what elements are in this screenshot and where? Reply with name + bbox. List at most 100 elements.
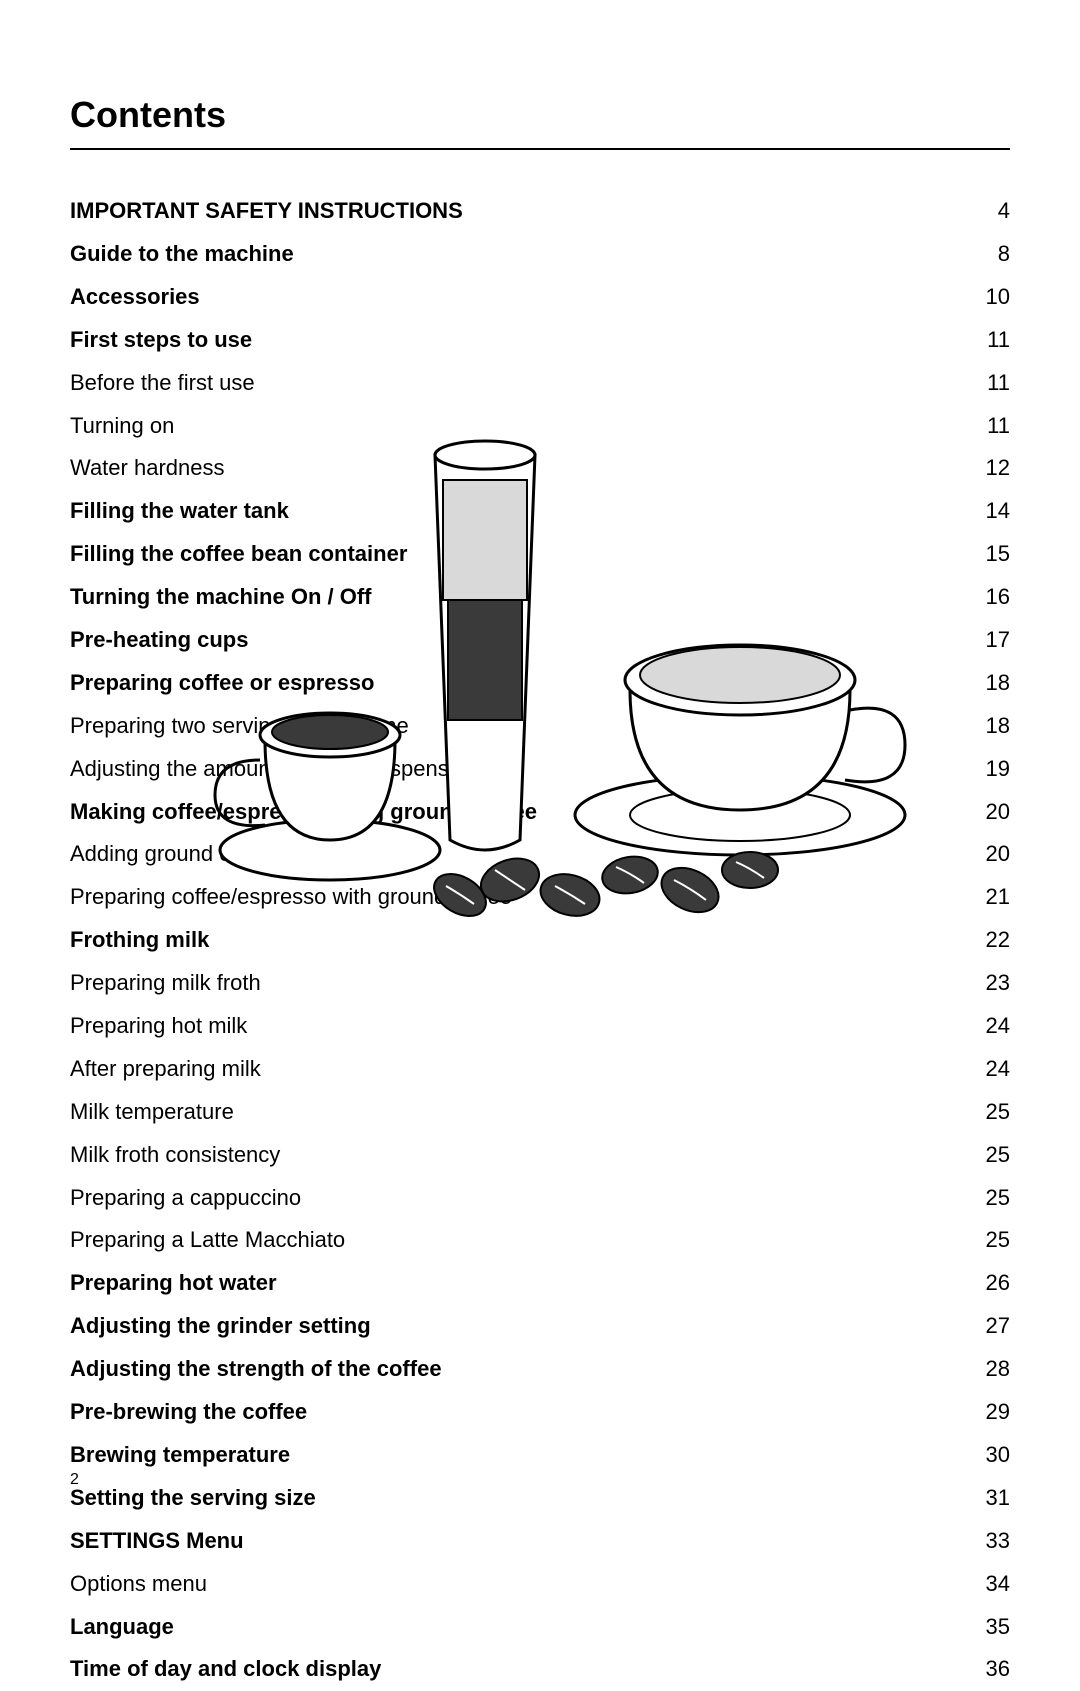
toc-page: 15 [980,533,1010,576]
dot-leader [413,539,974,561]
toc-row: Before the first use11 [70,362,1010,405]
toc-label: Adjusting the strength of the coffee [70,1348,442,1391]
dot-leader [267,968,974,990]
toc-row: Preparing hot water 26 [70,1262,1010,1305]
toc-row: Brewing temperature 30 [70,1434,1010,1477]
dot-leader [415,711,974,733]
toc-page: 29 [980,1391,1010,1434]
dot-leader [469,196,974,218]
toc-page: 30 [980,1434,1010,1477]
dot-leader [240,1097,974,1119]
toc-row: Time of day and clock display36 [70,1648,1010,1691]
toc-page: 11 [980,405,1010,448]
toc-label: Preparing a cappuccino [70,1177,301,1220]
toc-label: After preparing milk [70,1048,261,1091]
toc-page: 16 [980,576,1010,619]
toc-row: Adjusting the grinder setting 27 [70,1305,1010,1348]
toc-page: 20 [980,833,1010,876]
toc-row: Accessories10 [70,276,1010,319]
toc-page: 11 [980,319,1010,362]
toc-page: 33 [980,1520,1010,1563]
toc-label: Filling the water tank [70,490,289,533]
toc-label: Guide to the machine [70,233,294,276]
toc-row: Frothing milk 22 [70,919,1010,962]
toc-row: First steps to use11 [70,319,1010,362]
dot-leader [267,1054,974,1076]
dot-leader [380,668,974,690]
toc-label: Adding ground coffee [70,833,279,876]
toc-row: Preparing milk froth23 [70,962,1010,1005]
dot-leader [258,325,974,347]
toc-row: Language35 [70,1606,1010,1649]
toc-label: Time of day and clock display [70,1648,381,1691]
dot-leader [283,1268,974,1290]
toc-row: Preparing a Latte Macchiato25 [70,1219,1010,1262]
toc-row: Pre-heating cups 17 [70,619,1010,662]
toc-row: Pre-brewing the coffee29 [70,1391,1010,1434]
toc-label: Adjusting the amount of coffee dispensed [70,748,473,791]
toc-label: Milk temperature [70,1091,234,1134]
dot-leader [213,1569,974,1591]
toc-row: Turning on11 [70,405,1010,448]
toc-page: 24 [980,1005,1010,1048]
toc-page: 34 [980,1563,1010,1606]
dot-leader [300,239,974,261]
toc-row: Milk temperature 25 [70,1091,1010,1134]
dot-leader [387,1654,974,1676]
toc-label: Filling the coffee bean container [70,533,407,576]
toc-label: Before the first use [70,362,255,405]
toc-label: Preparing two servings at one time [70,705,409,748]
toc-label: Setting the serving size [70,1477,316,1520]
toc-row: Guide to the machine8 [70,233,1010,276]
toc-label: Pre-heating cups [70,619,248,662]
dot-leader [307,1183,974,1205]
dot-leader [285,839,974,861]
dot-leader [322,1483,974,1505]
dot-leader [351,1225,974,1247]
toc-page: 28 [980,1348,1010,1391]
toc-label: Preparing hot water [70,1262,277,1305]
dot-leader [253,1011,974,1033]
toc-row: Preparing coffee/espresso with ground co… [70,876,1010,919]
dot-leader [295,496,974,518]
toc-page: 19 [980,748,1010,791]
toc-label: Options menu [70,1563,207,1606]
toc-page: 22 [980,919,1010,962]
toc-page: 27 [980,1305,1010,1348]
toc-page: 25 [980,1091,1010,1134]
toc-list: IMPORTANT SAFETY INSTRUCTIONS4Guide to t… [70,190,1010,1691]
toc-label: Making coffee/espresso using ground coff… [70,791,537,834]
toc-page: 31 [980,1477,1010,1520]
dot-leader [254,625,974,647]
toc-page: 10 [980,276,1010,319]
toc-row: Setting the serving size 31 [70,1477,1010,1520]
toc-page: 18 [980,662,1010,705]
toc-label: Brewing temperature [70,1434,290,1477]
dot-leader [180,1612,974,1634]
toc-row: Preparing two servings at one time 18 [70,705,1010,748]
toc-row: Options menu 34 [70,1563,1010,1606]
toc-page: 12 [980,447,1010,490]
toc-page: 20 [980,791,1010,834]
toc-label: Language [70,1606,174,1649]
toc-row: Filling the coffee bean container 15 [70,533,1010,576]
dot-leader [377,1311,974,1333]
toc-row: Turning the machine On / Off16 [70,576,1010,619]
toc-row: SETTINGS Menu 33 [70,1520,1010,1563]
page: Contents IMPORTANT SAFETY INSTRUCTIONS4G… [0,0,1080,1529]
toc-label: Adjusting the grinder setting [70,1305,371,1348]
toc-page: 18 [980,705,1010,748]
dot-leader [230,453,974,475]
toc-row: Preparing coffee or espresso18 [70,662,1010,705]
toc-page: 17 [980,619,1010,662]
page-number: 2 [70,1471,79,1489]
dot-leader [313,1397,974,1419]
toc-label: SETTINGS Menu [70,1520,244,1563]
toc-page: 21 [980,876,1010,919]
toc-page: 26 [980,1262,1010,1305]
toc-label: Preparing a Latte Macchiato [70,1219,345,1262]
dot-leader [479,754,974,776]
toc-row: Adjusting the amount of coffee dispensed… [70,748,1010,791]
dot-leader [215,925,974,947]
toc-label: Frothing milk [70,919,209,962]
